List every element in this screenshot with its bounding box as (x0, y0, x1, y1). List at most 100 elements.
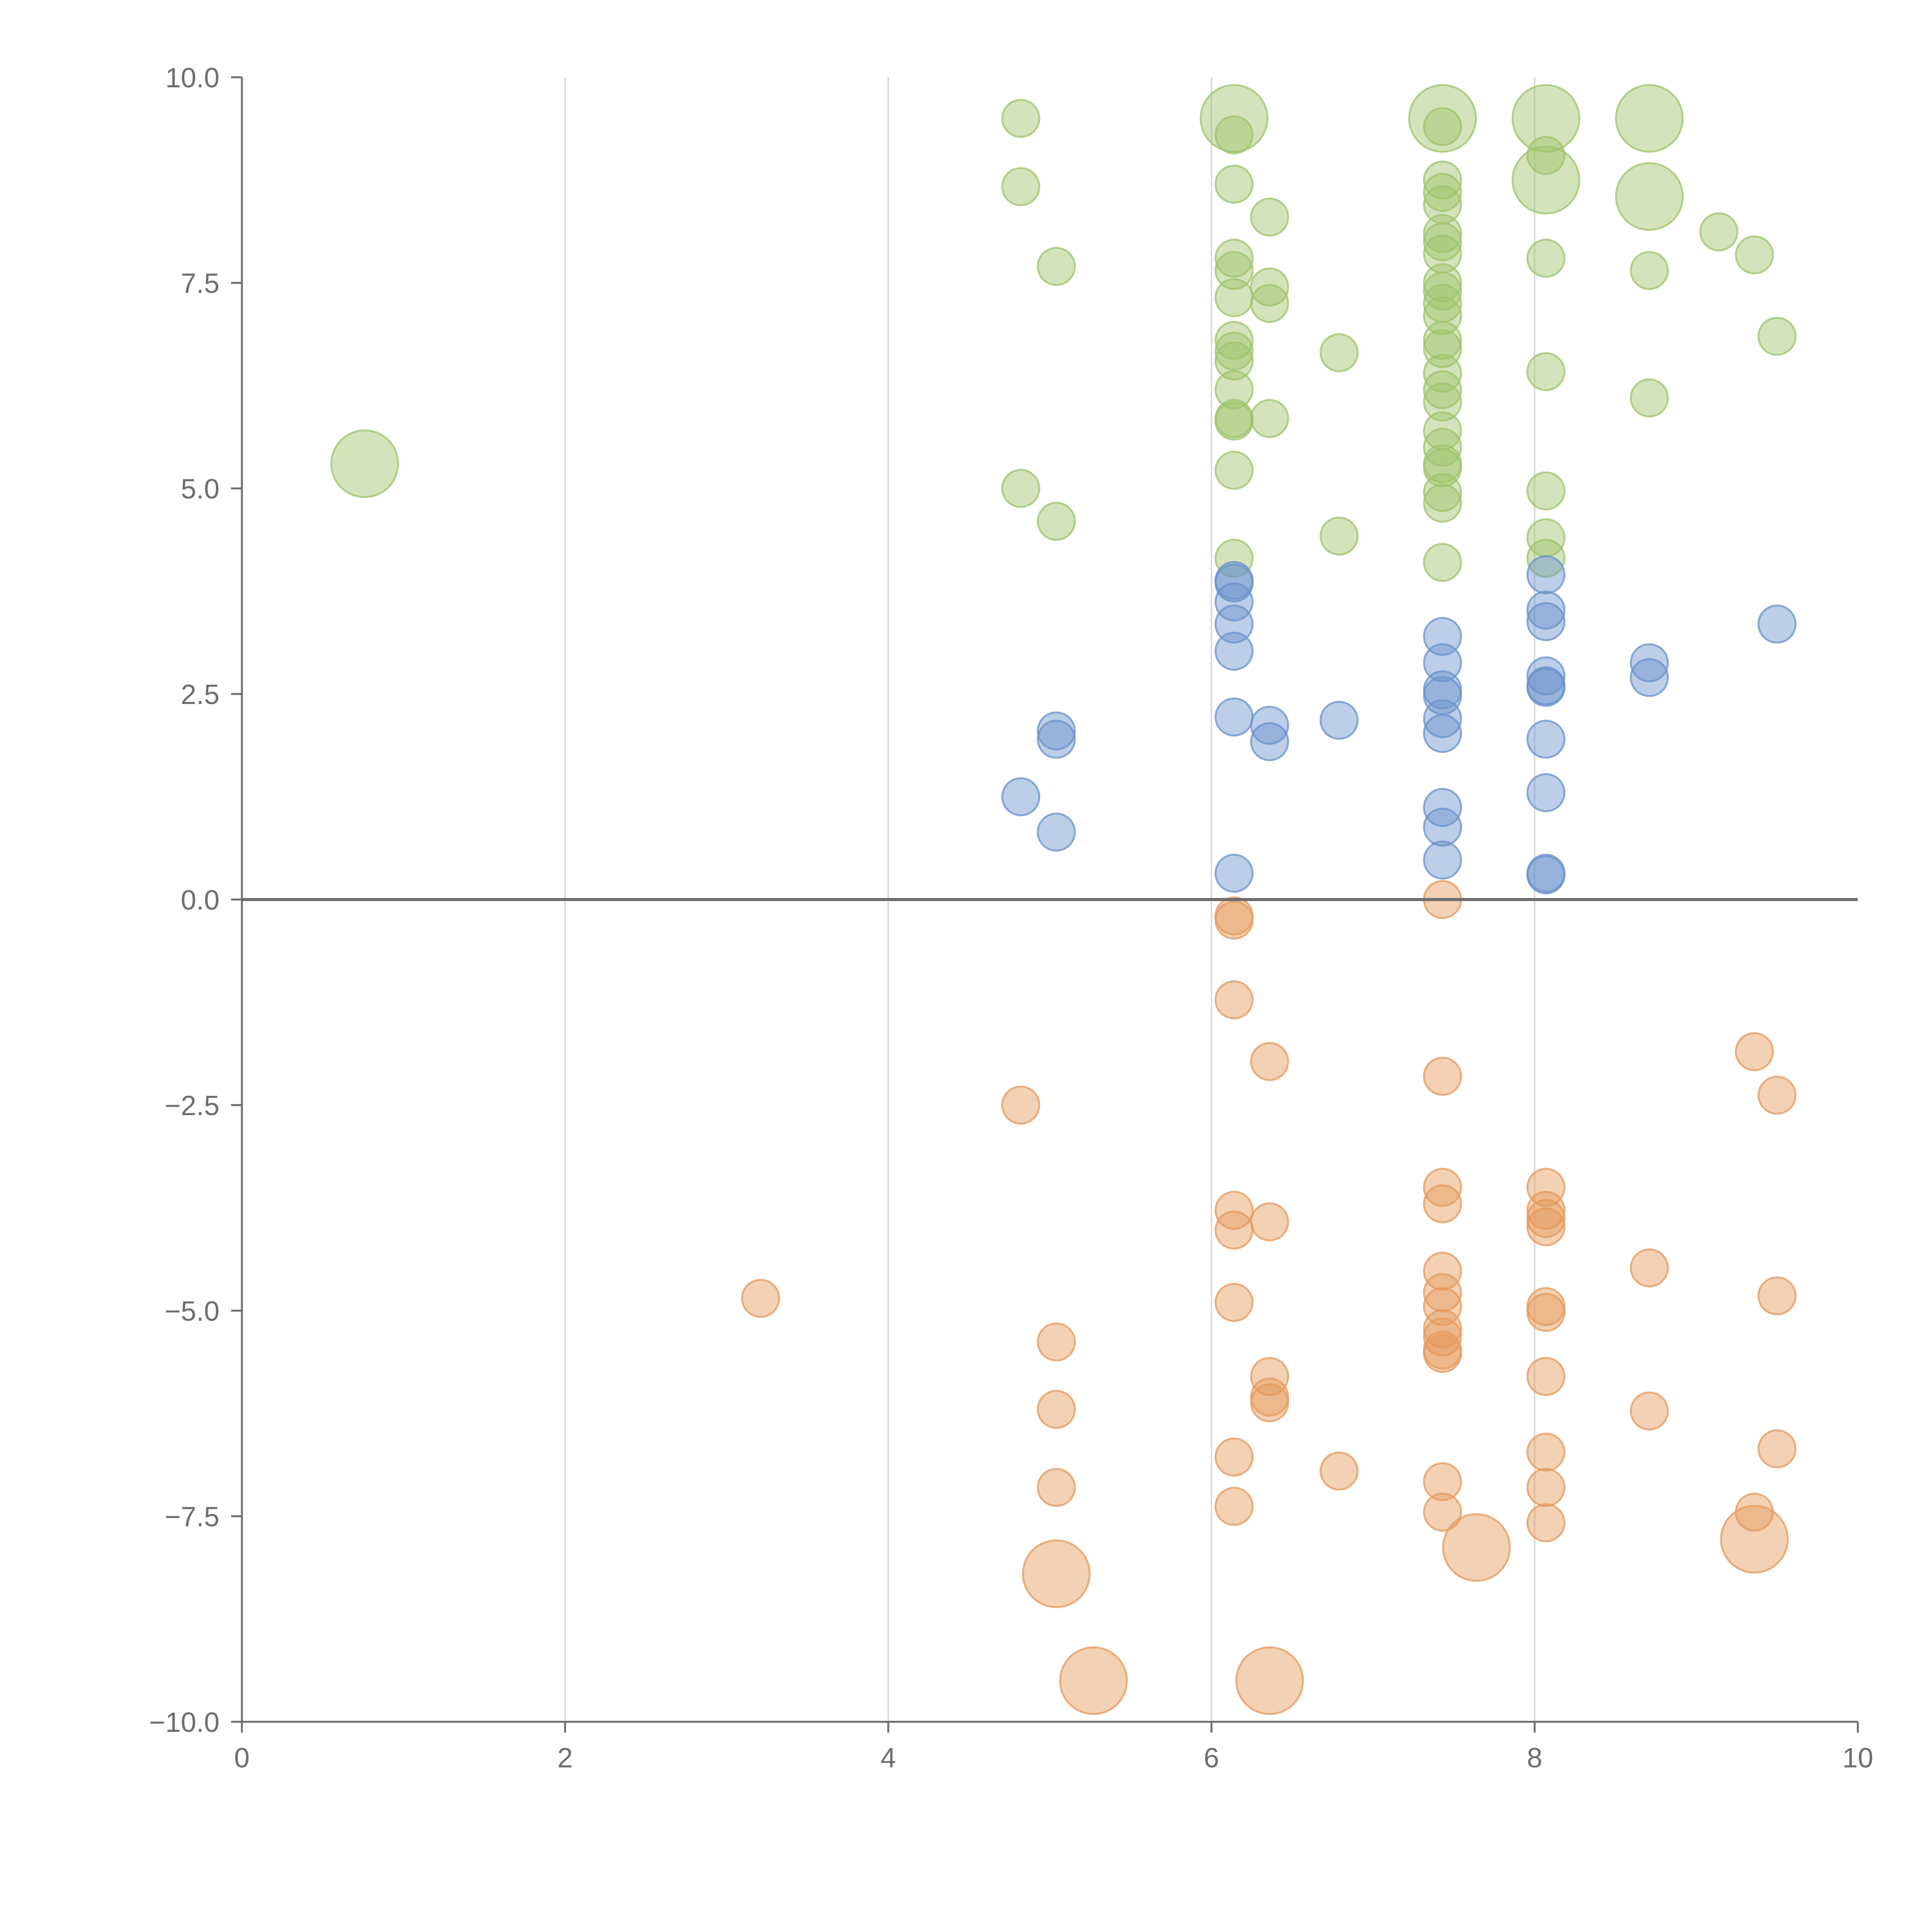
point-green-44 (1423, 428, 1462, 467)
point-orange-44 (1526, 1468, 1566, 1507)
point-green-8 (1214, 165, 1254, 204)
point-orange-36 (1526, 1168, 1566, 1207)
point-orange-26 (1423, 1252, 1462, 1291)
point-blue-7 (1214, 604, 1254, 644)
point-blue-15 (1423, 643, 1462, 682)
point-green-59 (1615, 162, 1684, 231)
point-blue-2 (1037, 719, 1076, 759)
data-points (330, 84, 1797, 1715)
point-orange-47 (1630, 1391, 1669, 1431)
point-green-22 (1214, 451, 1254, 490)
point-blue-21 (1423, 808, 1462, 847)
x-tick-label: 8 (1527, 1743, 1543, 1774)
point-green-18 (1214, 370, 1254, 410)
point-green-52 (1511, 146, 1580, 214)
point-green-57 (1526, 539, 1566, 578)
point-orange-15 (1250, 1042, 1289, 1081)
point-blue-30 (1526, 773, 1566, 812)
y-tick-label: 5.0 (181, 474, 219, 505)
point-blue-22 (1423, 840, 1462, 880)
point-green-60 (1630, 251, 1669, 290)
point-blue-28 (1526, 668, 1566, 707)
point-green-47 (1423, 473, 1462, 512)
point-blue-26 (1526, 656, 1566, 696)
point-green-42 (1423, 383, 1462, 422)
y-tick-label: 2.5 (181, 679, 219, 710)
point-blue-1 (1037, 711, 1076, 751)
x-tick-label: 0 (234, 1743, 250, 1774)
point-orange-13 (1214, 1437, 1254, 1477)
point-orange-43 (1526, 1432, 1566, 1472)
x-tick-label: 6 (1204, 1743, 1219, 1774)
point-green-25 (1320, 516, 1359, 556)
point-blue-9 (1214, 697, 1254, 737)
point-green-34 (1423, 263, 1462, 303)
point-blue-18 (1423, 699, 1462, 738)
point-orange-38 (1526, 1199, 1566, 1238)
point-orange-24 (1423, 1168, 1462, 1207)
point-orange-6 (1059, 1646, 1128, 1715)
y-tick-label: −7.5 (165, 1502, 219, 1532)
point-green-1 (1001, 99, 1041, 138)
x-tick-label: 4 (881, 1743, 896, 1774)
point-blue-34 (1630, 658, 1669, 697)
point-orange-39 (1526, 1207, 1566, 1247)
point-green-63 (1735, 235, 1774, 275)
point-orange-21 (1320, 1451, 1359, 1491)
point-orange-12 (1214, 1283, 1254, 1322)
point-blue-0 (1001, 777, 1041, 816)
point-blue-24 (1526, 590, 1566, 630)
point-orange-51 (1757, 1075, 1797, 1115)
point-orange-35 (1442, 1513, 1511, 1582)
point-blue-20 (1423, 788, 1462, 827)
point-green-12 (1214, 278, 1254, 317)
y-tick-label: −10.0 (149, 1707, 219, 1738)
point-green-32 (1423, 222, 1462, 262)
y-tick-label: 0.0 (181, 885, 219, 916)
point-orange-23 (1423, 1057, 1462, 1096)
point-green-3 (1037, 247, 1076, 286)
point-green-53 (1526, 238, 1566, 278)
point-green-58 (1615, 84, 1684, 153)
y-tick-label: 10.0 (165, 63, 219, 94)
point-green-17 (1214, 341, 1254, 381)
point-green-20 (1214, 401, 1254, 441)
point-orange-19 (1250, 1383, 1289, 1422)
point-green-55 (1526, 471, 1566, 510)
point-orange-2 (1037, 1322, 1076, 1362)
point-orange-1 (1001, 1085, 1041, 1125)
point-green-48 (1423, 483, 1462, 523)
point-orange-14 (1214, 1486, 1254, 1526)
point-green-10 (1214, 238, 1254, 278)
point-orange-9 (1214, 980, 1254, 1020)
point-green-54 (1526, 352, 1566, 391)
point-blue-33 (1630, 643, 1669, 682)
point-green-11 (1214, 251, 1254, 290)
point-orange-37 (1526, 1190, 1566, 1230)
point-blue-13 (1320, 701, 1359, 740)
point-orange-10 (1214, 1190, 1254, 1230)
point-green-64 (1757, 316, 1797, 356)
point-green-62 (1699, 212, 1738, 252)
point-orange-50 (1720, 1505, 1789, 1574)
point-green-29 (1423, 173, 1462, 212)
point-orange-8 (1214, 900, 1254, 940)
point-blue-8 (1214, 631, 1254, 671)
point-green-13 (1250, 267, 1289, 307)
point-blue-35 (1757, 604, 1797, 644)
point-orange-25 (1423, 1184, 1462, 1223)
axes: 10.0 7.5 5.0 2.5 0.0 −2.5 −5.0 −7.5 −10.0 0 2 4 6 8 10 (149, 63, 1873, 1774)
point-orange-41 (1526, 1293, 1566, 1332)
point-blue-23 (1526, 555, 1566, 594)
point-green-38 (1423, 321, 1462, 360)
point-orange-42 (1526, 1357, 1566, 1396)
point-green-40 (1423, 354, 1462, 393)
point-blue-10 (1214, 854, 1254, 893)
point-green-14 (1250, 284, 1289, 323)
y-tick-label: −2.5 (165, 1090, 219, 1121)
point-green-51 (1526, 136, 1566, 175)
point-orange-4 (1037, 1468, 1076, 1507)
point-green-7 (1214, 115, 1254, 155)
point-green-41 (1423, 370, 1462, 410)
point-green-9 (1250, 197, 1289, 237)
